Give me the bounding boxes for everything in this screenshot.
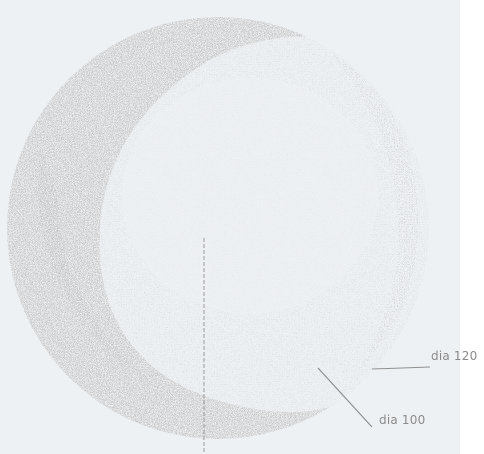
inner-highlight [122,78,378,314]
panel-edge [460,0,484,454]
outer-diameter-label: dia 120 [431,349,478,363]
inner-diameter-label: dia 100 [379,413,426,427]
outer-leader-line [371,366,431,370]
inner-leader-line [317,367,373,428]
crescent-shadow [7,17,419,439]
